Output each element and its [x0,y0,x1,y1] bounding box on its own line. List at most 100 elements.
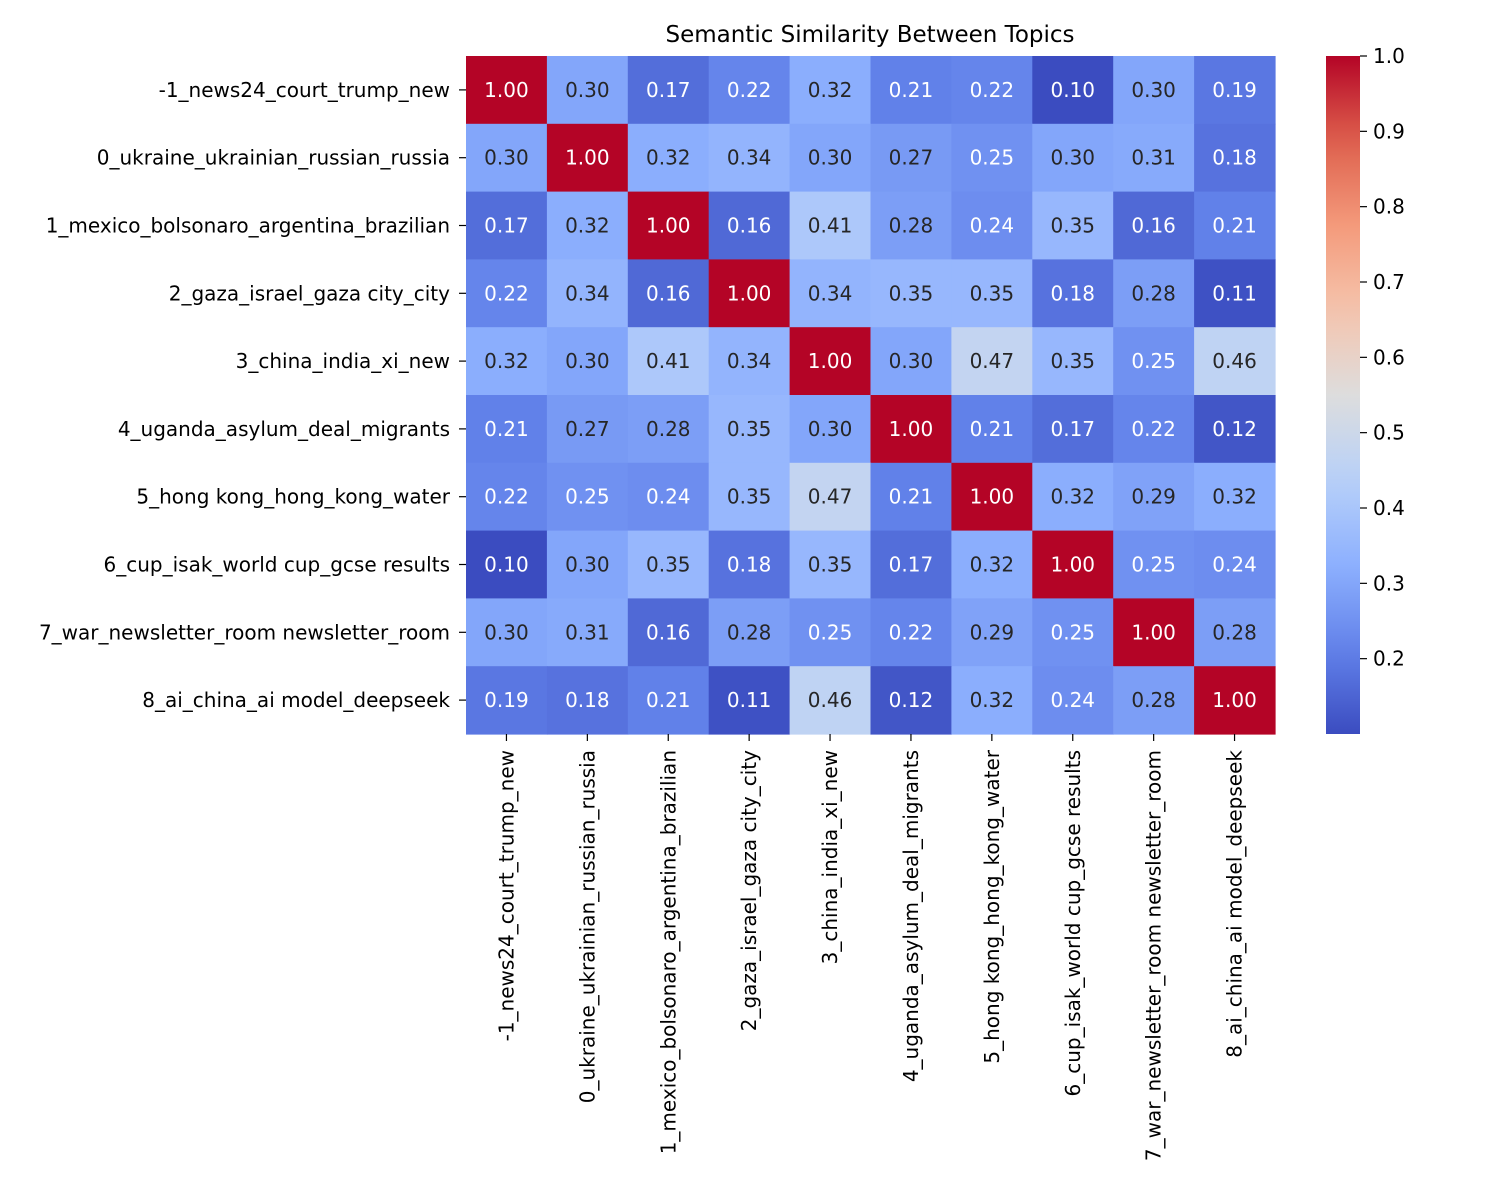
cell-annotation-4-3: 0.34 [727,349,772,373]
cell-annotation-5-5: 1.00 [889,417,934,441]
x-tick-label-9: 8_ai_china_ai model_deepseek [1223,750,1247,1058]
cell-annotation-4-2: 0.41 [646,349,691,373]
heatmap-cell-2-8 [1113,191,1195,260]
cell-annotation-2-6: 0.24 [970,214,1015,238]
heatmap-cell-8-7 [1032,598,1114,667]
cell-annotation-0-6: 0.22 [970,78,1015,102]
heatmap-cell-0-7 [1032,56,1114,125]
cell-annotation-6-0: 0.22 [484,485,529,509]
heatmap-cell-7-2 [627,530,710,599]
cell-annotation-2-8: 0.16 [1131,214,1176,238]
heatmap-cell-4-2 [627,327,710,396]
colorbar-tick-label-2: 0.4 [1373,496,1405,520]
cell-annotation-7-7: 1.00 [1050,553,1095,577]
cell-annotation-8-2: 0.16 [646,620,691,644]
cell-annotation-4-8: 0.25 [1131,349,1176,373]
cell-annotation-9-9: 1.00 [1212,688,1257,712]
cell-annotation-5-0: 0.21 [484,417,529,441]
cell-annotation-8-3: 0.28 [727,620,772,644]
cell-annotation-5-8: 0.22 [1131,417,1176,441]
heatmap-cell-7-8 [1113,530,1195,599]
cell-annotation-6-4: 0.47 [808,485,853,509]
heatmap-cell-0-8 [1113,56,1195,125]
heatmap-cell-1-0 [466,123,548,193]
cell-annotation-2-1: 0.32 [565,214,610,238]
y-tick-label-0: -1_news24_court_trump_new [159,78,450,102]
cell-annotation-0-8: 0.30 [1131,78,1176,102]
cell-annotation-6-2: 0.24 [646,485,691,509]
heatmap-cell-6-1 [546,462,629,532]
cell-annotation-7-0: 0.10 [484,553,529,577]
cell-annotation-0-9: 0.19 [1212,78,1257,102]
cell-annotation-1-0: 0.30 [484,146,529,170]
heatmap-cell-2-3 [708,191,791,260]
x-tick-label-7: 6_cup_isak_world cup_gcse results [1061,750,1085,1096]
x-tick-label-8: 7_war_newsletter_room newsletter_room [1142,750,1166,1161]
colorbar: 0.2 0.3 0.4 0.5 0.6 0.7 0.8 0.9 1.0 [1326,44,1405,734]
cell-annotation-5-9: 0.12 [1212,417,1257,441]
heatmap-cell-3-0 [466,259,548,328]
heatmap-cell-6-2 [627,462,710,532]
heatmap-cell-8-2 [627,598,710,667]
heatmap-cell-1-9 [1194,123,1276,193]
cell-annotation-2-3: 0.16 [727,214,772,238]
cell-annotation-2-9: 0.21 [1212,214,1257,238]
cell-annotation-4-1: 0.30 [565,349,610,373]
cell-annotation-1-4: 0.30 [808,146,853,170]
heatmap-cell-5-9 [1194,395,1276,464]
colorbar-tick-label-0: 0.2 [1373,647,1405,671]
cell-annotation-5-3: 0.35 [727,417,772,441]
cell-annotation-1-3: 0.34 [727,146,772,170]
heatmap-cell-3-9 [1194,259,1276,328]
heatmap-cell-7-1 [546,530,629,599]
heatmap-cell-6-4 [789,462,872,532]
cell-annotation-7-6: 0.32 [970,553,1015,577]
heatmap-cell-8-9 [1194,598,1276,667]
heatmap-cell-8-3 [708,598,791,667]
heatmap-cell-0-5 [870,56,952,125]
y-tick-label-3: 2_gaza_israel_gaza city_city [169,281,450,305]
cell-annotation-3-8: 0.28 [1131,281,1176,305]
cell-annotation-3-2: 0.16 [646,281,691,305]
y-tick-label-2: 1_mexico_bolsonaro_argentina_brazilian [46,214,450,238]
cell-annotation-2-7: 0.35 [1050,214,1095,238]
heatmap-cell-1-8 [1113,123,1195,193]
heatmap-cell-8-6 [951,598,1033,667]
cell-annotation-3-0: 0.22 [484,281,529,305]
cell-annotation-0-2: 0.17 [646,78,691,102]
cell-annotation-9-0: 0.19 [484,688,529,712]
heatmap-cell-0-1 [546,56,629,125]
heatmap-cell-0-6 [951,56,1033,125]
heatmap-cell-2-4 [789,191,872,260]
y-tick-label-6: 5_hong kong_hong_kong_water [136,485,450,509]
cell-annotation-4-7: 0.35 [1050,349,1095,373]
cell-annotation-6-6: 1.00 [970,485,1015,509]
cell-annotation-6-1: 0.25 [565,485,610,509]
heatmap-cell-5-3 [708,395,791,464]
cell-annotation-0-0: 1.00 [484,78,529,102]
cell-annotation-9-1: 0.18 [565,688,610,712]
cell-annotation-9-5: 0.12 [889,688,934,712]
cell-annotation-8-0: 0.30 [484,620,529,644]
heatmap-cell-3-3 [708,259,791,328]
heatmap-cell-8-1 [546,598,629,667]
heatmap-cell-6-8 [1113,462,1195,532]
heatmap-cell-4-6 [951,327,1033,396]
heatmap-cell-0-9 [1194,56,1276,125]
heatmap-cell-6-5 [870,462,952,532]
colorbar-tick-label-5: 0.7 [1373,270,1405,294]
heatmap-cell-1-6 [951,123,1033,193]
heatmap-cell-4-1 [546,327,629,396]
cell-annotation-1-6: 0.25 [970,146,1015,170]
heatmap-cell-5-0 [466,395,548,464]
cell-annotation-9-3: 0.11 [727,688,772,712]
cell-annotation-5-4: 0.30 [808,417,853,441]
heatmap-cell-7-5 [870,530,952,599]
heatmap-cell-0-3 [708,56,791,125]
x-tick-label-3: 2_gaza_israel_gaza city_city [737,750,761,1031]
cell-annotation-9-6: 0.32 [970,688,1015,712]
cell-annotation-3-9: 0.11 [1212,281,1257,305]
cell-annotation-4-6: 0.47 [970,349,1015,373]
cell-annotation-8-7: 0.25 [1050,620,1095,644]
